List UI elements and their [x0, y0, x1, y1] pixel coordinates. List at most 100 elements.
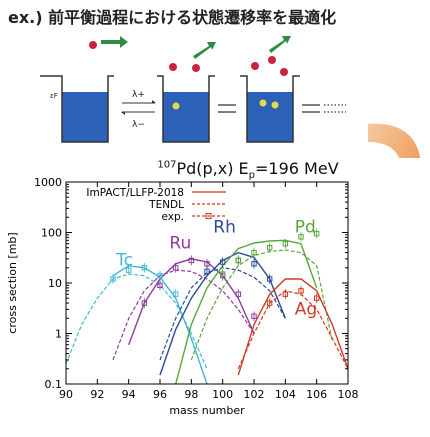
beam-subscript: p — [248, 170, 256, 182]
fermi-sea-2 — [163, 92, 209, 142]
plot-title: 107Pd(p,x) Ep=196 MeV — [118, 159, 378, 181]
impact-line-ru — [128, 258, 255, 345]
exp-point — [172, 291, 179, 297]
proton-icon — [251, 62, 259, 70]
y-tick-label: 1000 — [34, 176, 62, 189]
exp-point — [298, 288, 304, 294]
exp-point — [266, 300, 273, 306]
series-label-ag: Ag — [295, 299, 317, 319]
y-tick-label: 1 — [55, 328, 62, 341]
hole-icon — [271, 101, 279, 109]
series-labels: Tc Ru Rh Pd Ag — [115, 218, 317, 320]
series-label-ru: Ru — [169, 234, 191, 254]
fermi-sea-1 — [62, 92, 108, 142]
y-tick-label: 10 — [48, 277, 62, 290]
x-tick-label: 102 — [244, 388, 265, 401]
exp-point — [235, 291, 242, 297]
mass-number: 107 — [157, 159, 177, 171]
exp-point — [235, 257, 242, 264]
hole-icon — [172, 102, 180, 110]
x-tick-label: 106 — [306, 388, 327, 401]
exp-point — [298, 234, 304, 240]
cross-section-chart: Tc Ru Rh Pd Ag 90 92 94 96 98 100 102 104 106 108 0.1 1… — [6, 176, 359, 417]
exp-point — [251, 313, 257, 319]
arrow-right-icon — [101, 36, 128, 48]
exp-point — [266, 245, 273, 251]
axes: 90 92 94 96 98 100 102 104 106 108 0.1 1 10 100 1000 ma… — [6, 176, 359, 417]
y-tick-label: 0.1 — [45, 378, 63, 391]
x-tick-label: 92 — [90, 388, 104, 401]
reaction: Pd(p,x) E — [176, 159, 249, 178]
fermi-sea-3 — [247, 92, 293, 142]
exp-point — [282, 291, 289, 297]
tendl-line-rh — [159, 267, 286, 361]
impact-line-ag — [237, 278, 349, 376]
exp-point — [313, 230, 320, 237]
well-initial: εF — [40, 75, 114, 143]
data-points — [110, 228, 320, 322]
legend-label: ImPACT/LLFP-2018 — [86, 187, 184, 199]
pre-equilibrium-diagram: εF λ+ λ− — [40, 36, 421, 158]
legend-label: exp. — [162, 211, 185, 223]
tendl-line-ru — [112, 269, 255, 361]
exp-point — [141, 265, 148, 271]
series-label-rh: Rh — [213, 218, 236, 238]
arrow-up-right-icon — [193, 42, 216, 59]
exp-point — [141, 300, 148, 306]
tendl-line-tc — [65, 273, 208, 370]
x-tick-label: 94 — [122, 388, 136, 401]
exp-point — [282, 241, 289, 247]
curved-arrow-icon — [368, 123, 421, 158]
page-heading: ex.) 前平衡過程における状態遷移率を最適化 — [8, 8, 337, 27]
well-1p1h — [157, 75, 215, 143]
proton-icon — [169, 63, 177, 71]
exp-point — [188, 257, 195, 264]
fermi-level-label: εF — [50, 92, 58, 100]
lambda-plus-label: λ+ — [132, 90, 145, 100]
tendl-line-ag — [237, 290, 349, 370]
x-tick-label: 98 — [184, 388, 198, 401]
exp-point — [313, 295, 320, 301]
well-2p2h — [240, 75, 300, 143]
exp-point — [204, 261, 210, 267]
proton-icon — [268, 56, 276, 64]
well-wall-2 — [157, 75, 215, 143]
exp-point — [251, 249, 257, 256]
arrow-up-right-icon — [269, 36, 291, 53]
y-tick-label: 100 — [41, 227, 62, 240]
exp-point — [266, 276, 273, 282]
x-tick-label: 108 — [338, 388, 359, 401]
exp-point — [125, 267, 132, 273]
exp-point — [251, 261, 257, 267]
energy: =196 MeV — [255, 159, 339, 178]
x-tick-label: 104 — [275, 388, 296, 401]
legend-label: TENDL — [148, 199, 184, 211]
impact-line-pd — [175, 239, 318, 385]
proton-icon — [192, 64, 200, 72]
exp-point — [157, 282, 163, 289]
exp-point — [204, 268, 210, 275]
tendl-line-pd — [190, 249, 333, 361]
x-tick-label: 96 — [153, 388, 167, 401]
exp-point — [172, 265, 179, 271]
exp-point — [157, 272, 163, 279]
well-wall-3 — [240, 75, 300, 143]
x-tick-label: 100 — [212, 388, 233, 401]
proton-icon — [89, 41, 97, 49]
lambda-minus-label: λ− — [132, 120, 145, 130]
exp-point — [219, 259, 226, 265]
well-wall-1 — [40, 75, 114, 143]
exp-point — [110, 276, 116, 282]
exp-point — [219, 271, 226, 277]
series-label-pd: Pd — [295, 218, 316, 238]
y-axis-label: cross section [mb] — [6, 232, 19, 333]
legend-marker — [205, 213, 212, 219]
hole-icon — [259, 99, 267, 107]
arrowhead-icon — [152, 100, 156, 103]
arrowhead-icon — [121, 112, 125, 115]
x-axis-label: mass number — [169, 404, 245, 417]
x-tick-label: 90 — [59, 388, 73, 401]
proton-icon — [280, 68, 288, 76]
series-label-tc: Tc — [115, 251, 133, 271]
